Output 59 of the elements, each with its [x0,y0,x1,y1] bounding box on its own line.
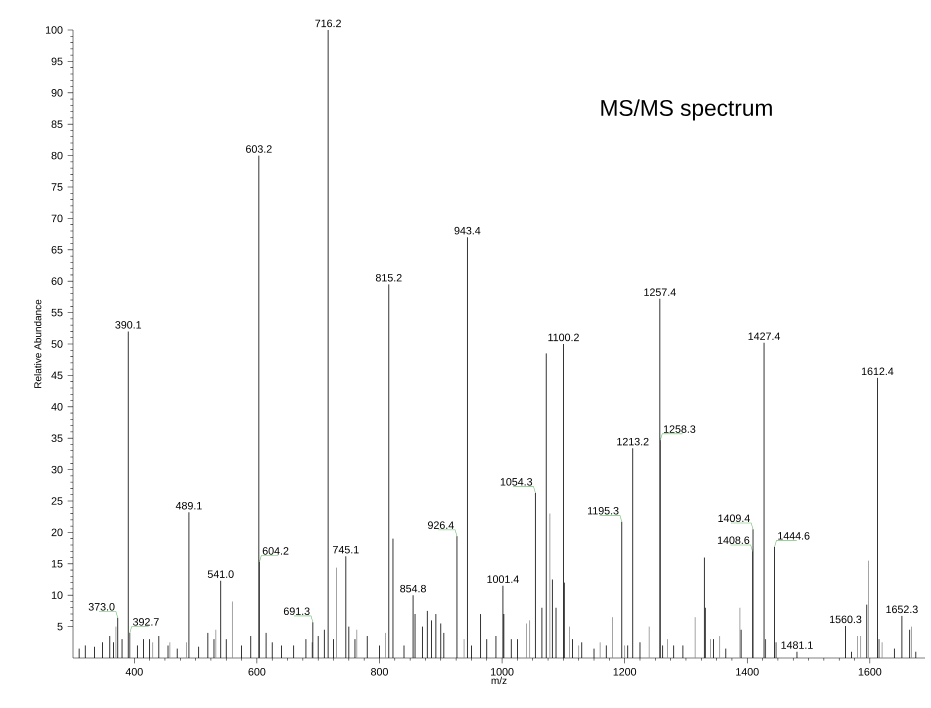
annotation: 1195.3 [588,506,619,515]
annotation: 745.1 [333,546,359,554]
x-tick-label: 1000 [491,668,514,676]
y-tick-label: 80 [52,152,63,160]
annotation: 815.2 [376,274,402,282]
annotation: 392.7 [132,618,159,626]
annotation: 716.2 [315,20,341,28]
x-tick-label: 400 [126,668,143,676]
y-tick-label: 50 [52,340,63,348]
y-tick-label: 90 [52,89,63,97]
y-tick-label: 30 [51,466,63,474]
y-tick-label: 70 [52,214,63,222]
x-tick-label: 600 [248,668,266,676]
annotation: 1258.3 [664,425,696,433]
annotation: 1408.6 [718,536,750,544]
y-tick-label: 35 [51,434,63,442]
annotation: 541.0 [208,570,234,578]
text: MS/MS spectrum [601,99,772,120]
y-axis-title: Relative Abundance [34,300,42,388]
y-tick-label: 40 [51,403,63,411]
y-tick-label: 25 [52,497,63,505]
annotation: 691.3 [284,607,310,615]
x-tick-label: 800 [371,668,388,676]
annotation: 1444.6 [778,532,810,540]
annotation: 1612.4 [862,368,894,376]
annotation: 1213.2 [617,438,649,446]
y-tick-label: 85 [52,120,63,128]
annotation: 603.2 [246,145,272,153]
x-tick-label: 1600 [858,668,882,676]
y-tick-label: 45 [51,372,63,380]
annotation: 1257.4 [644,288,676,296]
y-tick-label: 5 [57,622,63,630]
y-tick-label: 20 [52,528,63,536]
y-tick-label: 60 [52,277,63,285]
annotation: 1054.3 [500,478,532,486]
x-tick-label: 1200 [614,668,636,676]
annotation: 1652.3 [886,606,918,614]
annotation: 1001.4 [487,575,519,583]
y-tick-label: 15 [52,560,63,568]
y-tick-label: 65 [52,246,63,254]
annotation: 489.1 [176,502,202,510]
x-axis-title: m/z [492,676,507,684]
annotation: 604.2 [262,547,288,555]
y-tick-label: 100 [46,26,63,34]
y-tick-label: 10 [52,591,63,599]
annotation: 1481.1 [781,641,813,649]
annotation: 926.4 [428,521,454,529]
annotation: 854.8 [400,584,426,592]
y-tick-label: 75 [52,183,63,191]
annotation: 1560.3 [830,616,862,624]
annotation: 1427.4 [748,332,780,340]
annotation: 1100.2 [548,334,579,342]
x-tick-label: 1400 [736,668,759,676]
annotation: 390.1 [115,321,142,329]
y-tick-label: 55 [52,308,63,316]
annotation: 373.0 [88,603,115,611]
annotation: 1409.4 [718,514,750,522]
y-tick-label: 95 [52,58,63,66]
annotation: 943.4 [454,226,480,234]
